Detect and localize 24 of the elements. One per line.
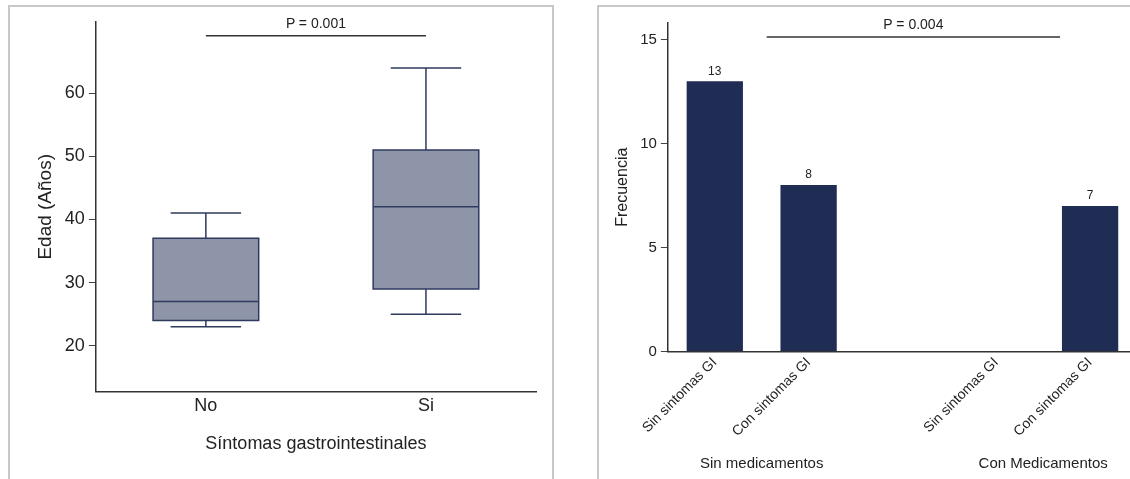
y-axis-title: Frecuencia	[613, 147, 631, 227]
y-tick-label: 50	[64, 145, 85, 166]
data-label: 13	[708, 63, 722, 78]
annotation: P = 0.004	[883, 15, 944, 32]
data-label: 8	[805, 167, 813, 182]
y-tick-label: 5	[648, 237, 657, 255]
y-tick-label: 20	[64, 334, 85, 355]
text: Con Medicamentos	[978, 453, 1108, 471]
x-tick-label: Si	[417, 394, 434, 415]
bar	[1061, 205, 1119, 351]
y-tick-label: 15	[640, 29, 657, 47]
y-tick-label: 30	[64, 271, 85, 292]
x-axis-title: Síntomas gastrointestinales	[205, 433, 427, 454]
y-tick-label: 40	[64, 208, 85, 229]
text: Sin medicamentos	[700, 453, 824, 471]
annotation: P = 0.001	[285, 14, 347, 31]
y-axis-title: Edad (Años)	[33, 153, 55, 260]
bar	[780, 185, 837, 351]
bar	[686, 81, 743, 351]
y-tick-label: 0	[648, 341, 657, 359]
x-tick-label: No	[194, 394, 218, 415]
data-label: 7	[1086, 188, 1094, 203]
y-tick-label: 10	[640, 133, 657, 151]
y-tick-label: 60	[64, 82, 85, 103]
